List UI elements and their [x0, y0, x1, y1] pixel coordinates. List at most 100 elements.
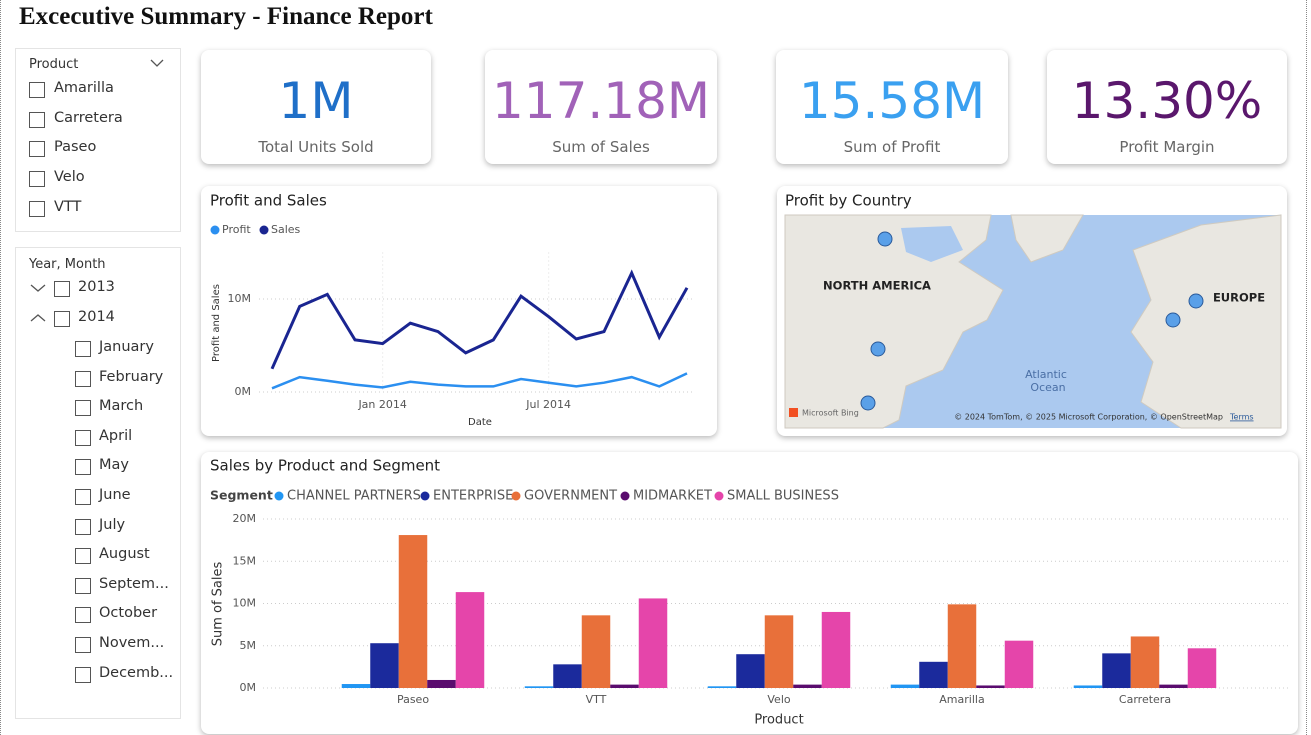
map-bubble[interactable] — [1188, 293, 1204, 309]
slicer-item: Paseo — [54, 139, 97, 156]
slicer-item: April — [99, 427, 133, 444]
legend-marker[interactable] — [274, 491, 284, 501]
expand-chevron[interactable] — [30, 284, 46, 292]
bar — [1004, 640, 1034, 688]
legend-marker[interactable] — [420, 491, 430, 501]
bar — [919, 661, 948, 688]
bar — [821, 611, 851, 688]
map: NORTH AMERICA EUROPE Atlantic Ocean Micr… — [784, 192, 1282, 429]
slicer-title: Product — [29, 57, 79, 72]
checkbox[interactable] — [54, 311, 70, 327]
bar — [398, 535, 428, 688]
slicer-item: Septem... — [99, 575, 169, 592]
map-land — [1010, 214, 1084, 263]
x-axis-title: Date — [468, 417, 492, 428]
map-land — [784, 214, 1004, 429]
legend-marker[interactable] — [620, 491, 630, 501]
y-tick-label: 0M — [240, 681, 257, 694]
legend-label[interactable]: ENTERPRISE — [433, 489, 513, 504]
y-axis-title: Profit and Sales — [211, 284, 222, 362]
bar — [1073, 685, 1103, 688]
checkbox[interactable] — [29, 141, 45, 158]
bar — [1187, 648, 1217, 688]
bar — [764, 615, 794, 688]
kpi-card: 13.30% Profit Margin — [1047, 50, 1287, 164]
kpi-value: 1M — [278, 72, 354, 130]
kpi-label: Total Units Sold — [258, 138, 374, 156]
bing-logo — [789, 408, 798, 417]
checkbox[interactable] — [75, 637, 91, 653]
checkbox[interactable] — [75, 429, 91, 446]
legend-label[interactable]: Sales — [271, 223, 301, 236]
map-land — [1130, 214, 1282, 429]
legend-label[interactable]: CHANNEL PARTNERS — [287, 489, 421, 504]
checkbox[interactable] — [29, 111, 45, 128]
checkbox[interactable] — [75, 341, 91, 357]
checkbox[interactable] — [29, 82, 45, 98]
kpi-label: Sum of Sales — [552, 138, 650, 156]
ocean-label: Ocean — [1030, 381, 1065, 394]
legend-label[interactable]: MIDMARKET — [633, 489, 712, 504]
map-label: NORTH AMERICA — [823, 279, 931, 293]
ocean-label: Atlantic — [1025, 368, 1067, 381]
y-tick-label: 0M — [235, 385, 252, 398]
chart-title: Profit by Country — [785, 192, 912, 210]
checkbox[interactable] — [29, 200, 45, 217]
checkbox[interactable] — [75, 548, 91, 565]
checkbox[interactable] — [75, 607, 91, 624]
legend-marker[interactable] — [714, 491, 724, 501]
map-bubble[interactable] — [870, 341, 886, 357]
legend-label[interactable]: GOVERNMENT — [524, 489, 617, 504]
legend-marker[interactable] — [210, 225, 220, 235]
x-tick-label: Velo — [767, 693, 790, 706]
legend-marker[interactable] — [511, 491, 521, 501]
checkbox[interactable] — [54, 281, 70, 297]
y-tick-label: 20M — [233, 512, 257, 525]
slicer-item: August — [99, 546, 150, 563]
slicer-item: July — [99, 516, 126, 533]
y-tick-label: 5M — [240, 639, 257, 652]
x-tick-label: Paseo — [397, 693, 429, 706]
checkbox[interactable] — [75, 666, 91, 683]
legend-marker[interactable] — [259, 225, 269, 235]
checkbox[interactable] — [29, 171, 45, 188]
x-axis-title: Product — [754, 713, 803, 728]
slicer-item: March — [99, 398, 144, 415]
checkbox[interactable] — [75, 489, 91, 505]
page-title: Excecutive Summary - Finance Report — [19, 3, 433, 30]
kpi-value: 117.18M — [491, 72, 711, 130]
slicer-item: 2013 — [78, 279, 115, 295]
product-slicer: Product Amarilla Carretera Paseo Velo VTT — [15, 48, 181, 232]
expand-chevron[interactable] — [30, 314, 46, 322]
x-tick-label: Carretera — [1119, 693, 1171, 706]
line-series — [270, 269, 689, 370]
map-attribution[interactable]: © 2024 TomTom, © 2025 Microsoft Corporat… — [954, 413, 1223, 422]
map-terms[interactable]: Terms — [1229, 413, 1254, 422]
checkbox[interactable] — [75, 459, 91, 476]
map-bubble[interactable] — [860, 395, 876, 411]
legend-label[interactable]: Profit — [222, 223, 251, 236]
bar — [524, 686, 554, 688]
map-bubble[interactable] — [877, 231, 893, 247]
checkbox[interactable] — [75, 577, 91, 594]
map-logo: Microsoft Bing — [802, 409, 859, 418]
map-bubble[interactable] — [1165, 312, 1181, 328]
checkbox[interactable] — [75, 370, 91, 387]
page-edge — [1306, 0, 1307, 735]
bar — [341, 684, 371, 688]
checkbox[interactable] — [75, 518, 91, 535]
bar — [1102, 653, 1131, 688]
kpi-card: 117.18M Sum of Sales — [485, 50, 717, 164]
chart-title: Sales by Product and Segment — [210, 457, 440, 475]
legend-label[interactable]: SMALL BUSINESS — [727, 489, 839, 504]
kpi-label: Profit Margin — [1119, 138, 1215, 156]
kpi-value: 13.30% — [1071, 72, 1263, 130]
slicer-item: June — [99, 487, 131, 503]
y-axis-title: Sum of Sales — [211, 562, 226, 647]
checkbox[interactable] — [75, 400, 91, 417]
slicer-item: Decemb... — [99, 664, 174, 681]
slicer-item: Novem... — [99, 635, 165, 651]
slicer-item: VTT — [54, 198, 82, 215]
dropdown-chevron[interactable] — [150, 58, 164, 68]
